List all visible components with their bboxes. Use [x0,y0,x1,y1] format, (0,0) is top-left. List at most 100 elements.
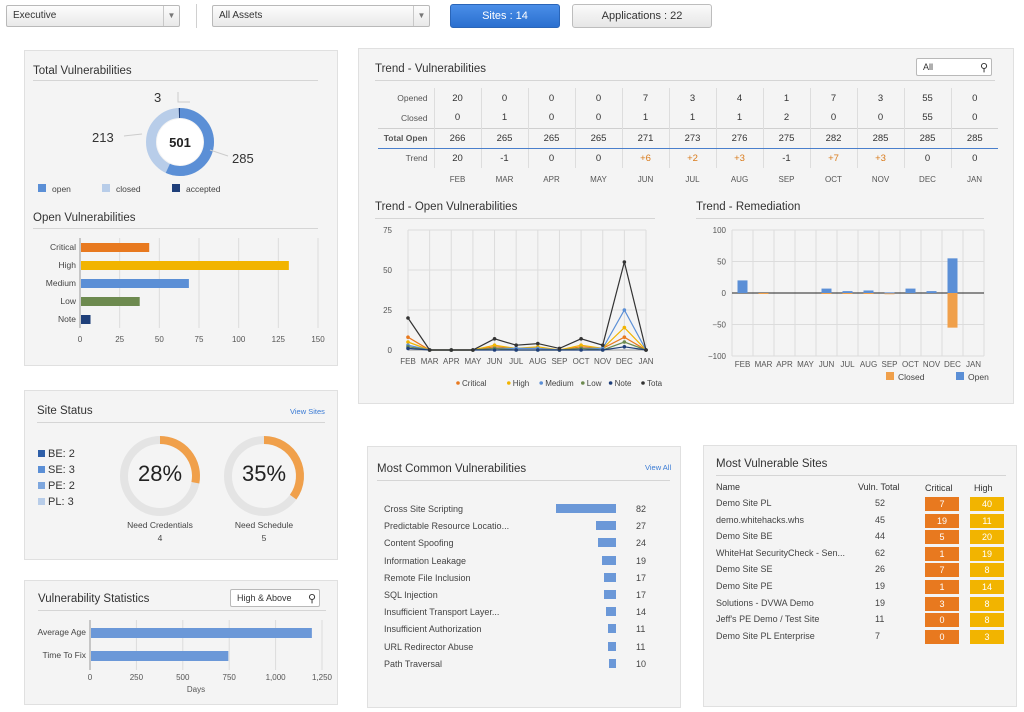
table-row[interactable]: Demo Site PL 52 7 40 [716,497,1006,512]
trend-cell: 0 [433,108,481,128]
need-credentials-ring [120,436,200,516]
point-critical [622,335,627,339]
y-tick-label: 0 [722,289,727,298]
table-row[interactable]: Demo Site PE 19 1 14 [716,580,1006,595]
month-label: JUN [637,174,654,184]
trend-cell: 0 [527,148,575,168]
point-high [622,325,627,330]
legend-marker [507,381,511,385]
trend-table: Opened 20 0 0 0 7 3 4 1 7 3 55 0 Closed 0 1 0 0 1 1 1 2 0 0 55 0 T… [378,88,998,190]
trend-cell: 0 [903,148,951,168]
column-header-high: High [974,483,993,493]
trend-cell: 266 [433,127,481,149]
table-row[interactable]: Solutions - DVWA Demo 19 3 8 [716,596,1006,612]
table-row[interactable]: Demo Site BE 44 5 20 [716,530,1006,545]
search-icon: ⚲ [979,62,988,74]
high-count: 19 [970,546,1004,561]
trend-cell: 1 [621,108,669,128]
vulnerability-bar [608,658,616,668]
month-label: SEP [778,174,795,184]
month-label: JUL [685,174,700,184]
list-item[interactable]: Insufficient Transport Layer... 14 [384,605,664,622]
panel-title: Total Vulnerabilities [33,65,132,77]
vulnerability-statistics-chart: 0 250 500 750 1,000 1,250 Average Age Time To F… [37,620,333,694]
y-tick-label: 0 [388,346,393,355]
vuln-total: 19 [875,597,886,608]
list-item[interactable]: Insufficient Authorization 11 [384,622,664,639]
x-tick-label: JAN [638,357,653,366]
table-row[interactable]: WhiteHat SecurityCheck - Sen... 62 1 19 [716,546,1006,562]
site-name: Demo Site SE [716,564,773,575]
chevron-down-icon: ▼ [163,6,179,26]
list-item[interactable]: Remote File Inclusion 17 [384,571,664,588]
bar-closed [758,293,769,294]
legend-marker [456,381,460,385]
list-item[interactable]: URL Redirector Abuse 11 [384,640,664,657]
table-row[interactable]: Jeff's PE Demo / Test Site 11 0 8 [716,613,1006,628]
y-tick-label: 25 [383,306,392,315]
role-select-value: Executive [13,10,57,21]
list-item[interactable]: Path Traversal 10 [384,657,664,674]
table-row[interactable]: Demo Site SE 26 7 8 [716,563,1006,578]
point-note [622,345,627,349]
table-row[interactable]: demo.whitehacks.whs 45 19 11 [716,513,1006,529]
point-note [579,348,583,352]
critical-count: 5 [925,530,959,545]
point-note [600,348,605,352]
need-credentials-count: 4 [157,533,163,543]
x-tick-label: AUG [529,357,546,366]
role-select[interactable]: Executive ▼ [6,5,180,27]
point-total [600,343,605,347]
total-vulnerabilities-donut [146,108,214,176]
vulnerability-name: Predictable Resource Locatio... [384,521,510,532]
trend-cell: 0 [574,88,622,108]
legend-swatch [956,372,964,380]
bar-time-to-fix [91,651,229,661]
x-tick-label: 250 [130,673,144,682]
assets-select-value: All Assets [219,10,263,21]
list-item[interactable]: Predictable Resource Locatio... 27 [384,519,664,536]
assets-select[interactable]: All Assets ▼ [212,5,430,27]
x-tick-label: MAR [421,357,439,366]
vulnerability-bar [556,504,616,513]
open-count: 285 [232,151,254,166]
site-name: Demo Site PL Enterprise [716,630,815,641]
x-tick-label: JUL [509,357,524,366]
applications-button[interactable]: Applications : 22 [572,4,712,28]
need-schedule-ring [224,436,304,516]
y-tick-label: 50 [383,266,392,275]
search-icon: ⚲ [307,593,316,605]
list-item[interactable]: Content Spoofing 24 [384,536,664,553]
month-label: MAY [590,174,607,184]
trend-filter[interactable]: All ⚲ [916,58,992,76]
status-swatch [38,450,45,457]
vuln-total: 11 [875,614,885,625]
list-item[interactable]: Information Leakage 19 [384,554,664,571]
x-tick-label: 0 [88,673,93,682]
view-sites-link[interactable]: View Sites [290,407,325,416]
x-tick-label: DEC [944,360,961,369]
x-axis-label: Days [187,685,205,694]
trend-cell: +3 [856,148,904,168]
month-label: MAR [495,174,514,184]
point-note [492,348,497,352]
point-total [427,348,432,352]
bar-closed [947,293,958,328]
list-item[interactable]: SQL Injection 17 [384,588,664,605]
view-all-link[interactable]: View All [645,463,672,472]
severity-filter[interactable]: High & Above ⚲ [230,589,320,607]
x-tick-label: OCT [573,357,590,366]
site-status-label: SE: 3 [48,464,75,476]
list-item[interactable]: Cross Site Scripting 82 [384,502,664,519]
table-row[interactable]: Demo Site PL Enterprise 7 0 3 [716,629,1006,645]
status-swatch [38,498,45,505]
trend-cell: 285 [856,127,904,149]
point-total [471,348,475,352]
donut-open-segment [165,108,214,176]
legend-accepted: accepted [172,184,221,194]
bar-open [821,288,832,293]
point-critical [406,335,410,339]
legend-open: open [38,184,71,194]
x-tick-label: MAY [465,357,482,366]
sites-button[interactable]: Sites : 14 [450,4,560,28]
